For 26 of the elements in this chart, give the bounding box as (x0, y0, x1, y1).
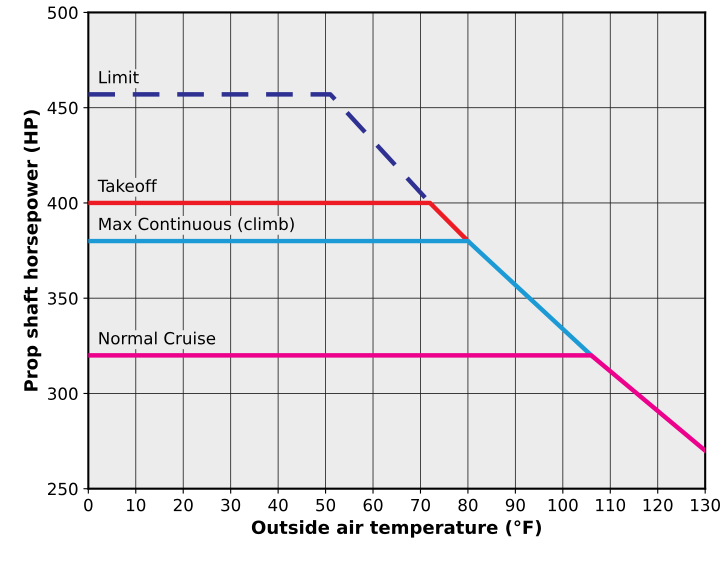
y-tick-label: 450 (48, 102, 78, 114)
series-label: Takeoff (98, 179, 158, 192)
x-tick-label: 60 (364, 498, 383, 512)
y-tick-label: 250 (48, 482, 78, 496)
x-tick-label: 120 (644, 498, 673, 512)
x-tick-label: 100 (548, 498, 578, 512)
y-tick-label: 500 (48, 6, 78, 19)
series-label: Normal Cruise (99, 332, 216, 345)
x-tick-label: 110 (596, 498, 626, 512)
x-tick-label: 0 (84, 498, 93, 512)
y-tick-label: 350 (48, 292, 78, 305)
x-tick-label: 50 (316, 498, 336, 512)
x-tick-label: 30 (221, 498, 240, 512)
y-axis-title: Prop shaft horsepower (HP) (24, 110, 42, 391)
x-axis-title: Outside air temperature (°F) (252, 520, 541, 538)
x-tick-label: 70 (411, 498, 430, 512)
series-label: Max Continuous (climb) (99, 217, 294, 232)
x-tick-label: 80 (458, 498, 478, 512)
x-tick-label: 40 (268, 498, 288, 512)
y-tick-label: 400 (48, 196, 78, 210)
x-tick-label: 130 (691, 498, 720, 512)
series-label: Limit (99, 70, 139, 84)
y-tick-label: 300 (48, 387, 78, 400)
x-tick-label: 20 (174, 498, 193, 512)
x-tick-label: 90 (506, 498, 525, 512)
x-tick-label: 10 (127, 498, 146, 512)
